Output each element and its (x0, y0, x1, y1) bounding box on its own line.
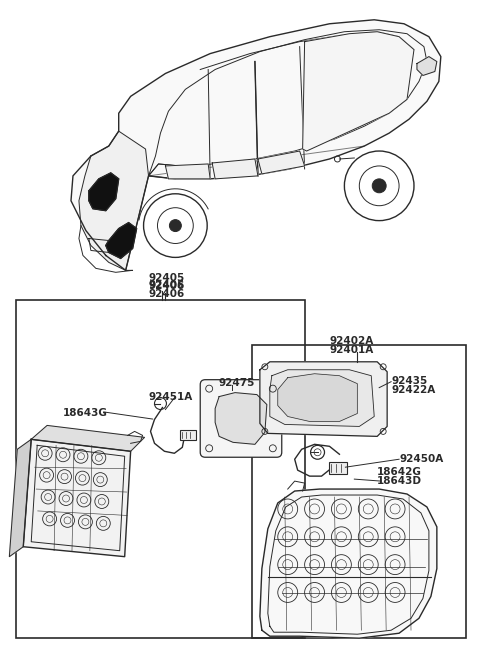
Polygon shape (260, 362, 387, 436)
Text: 92402A: 92402A (329, 336, 374, 346)
Polygon shape (31, 426, 144, 451)
Circle shape (169, 219, 181, 232)
Text: 18642G: 18642G (377, 467, 422, 477)
Polygon shape (258, 151, 305, 174)
Polygon shape (71, 20, 441, 271)
Polygon shape (302, 31, 414, 151)
Text: 92401A: 92401A (329, 345, 374, 355)
Bar (252, 345, 466, 638)
Polygon shape (106, 223, 137, 259)
Text: 92450A: 92450A (399, 455, 444, 464)
FancyBboxPatch shape (200, 380, 282, 457)
Polygon shape (215, 392, 267, 444)
Polygon shape (212, 159, 258, 179)
Polygon shape (166, 164, 210, 179)
Circle shape (372, 179, 386, 193)
Polygon shape (89, 173, 119, 211)
Text: 92435: 92435 (391, 376, 427, 386)
Polygon shape (23, 440, 131, 557)
Text: 18643D: 18643D (377, 476, 422, 486)
Bar (16, 300, 305, 638)
Text: 92451A: 92451A (148, 392, 193, 402)
Polygon shape (270, 370, 374, 426)
Polygon shape (79, 131, 148, 271)
Text: 92422A: 92422A (391, 384, 435, 395)
Text: 18643G: 18643G (63, 407, 108, 417)
Text: 92405: 92405 (148, 280, 185, 290)
Bar (180, 430, 196, 440)
Polygon shape (417, 56, 437, 75)
Text: 92406: 92406 (148, 290, 185, 299)
Text: 92406: 92406 (148, 281, 185, 291)
Polygon shape (278, 374, 357, 421)
Bar (329, 462, 348, 474)
Polygon shape (9, 440, 31, 557)
Text: 92405: 92405 (148, 273, 185, 283)
Text: 92475: 92475 (218, 378, 254, 388)
Polygon shape (260, 489, 437, 638)
